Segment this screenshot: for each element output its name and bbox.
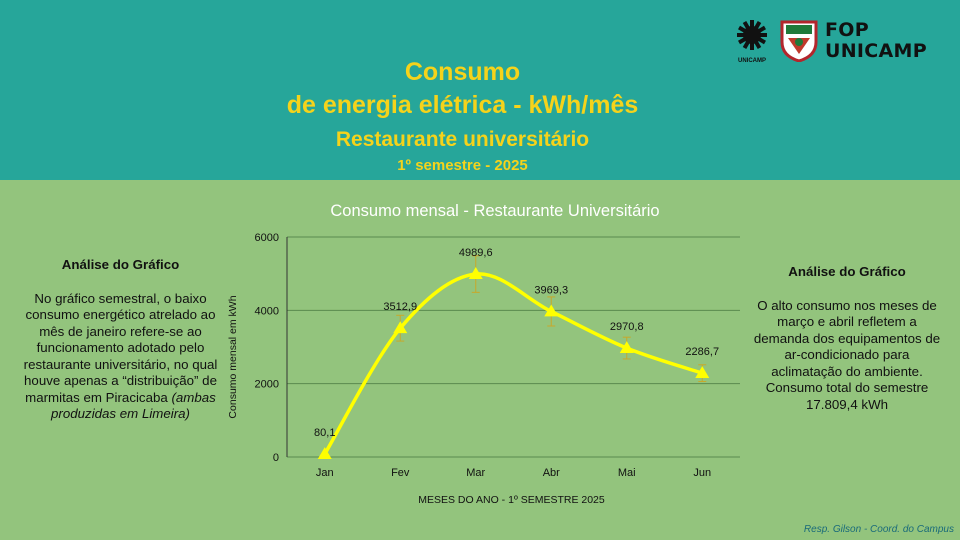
y-tick-label: 0: [273, 452, 279, 464]
x-tick-label: Fev: [391, 467, 410, 479]
chart-series: [317, 255, 710, 459]
left-analysis-note: (ambas produzidas em Limeira): [51, 389, 216, 422]
page-subtitle: Restaurante universitário: [335, 128, 590, 151]
right-analysis-heading: Análise do Gráfico: [788, 264, 906, 279]
left-analysis-body: No gráfico semestral, o baixo consumo en…: [23, 290, 218, 405]
data-label: 80,1: [314, 427, 335, 439]
x-tick-label: Mar: [466, 467, 485, 479]
y-tick-label: 4000: [255, 305, 279, 317]
logo-text-fop: FOP: [825, 19, 869, 41]
data-point: [695, 366, 710, 379]
data-label: 2286,7: [685, 346, 719, 358]
data-label: 3512,9: [383, 301, 417, 313]
x-axis-label: MESES DO ANO - 1º SEMESTRE 2025: [418, 494, 605, 506]
x-tick-label: Mai: [618, 467, 636, 479]
unicamp-logo-text: UNICAMP: [738, 58, 766, 64]
y-tick-label: 6000: [255, 232, 279, 244]
data-point: [317, 447, 332, 459]
data-label: 4989,6: [459, 247, 493, 259]
data-point: [468, 267, 483, 279]
data-point: [619, 341, 634, 353]
right-analysis-body: O alto consumo nos meses de março e abri…: [753, 297, 941, 412]
x-tick-label: Abr: [543, 467, 560, 479]
series-line: [323, 272, 704, 456]
x-tick-label: Jan: [316, 467, 334, 479]
fop-shield-icon: [780, 20, 818, 62]
fop-unicamp-logo: FOP UNICAMP: [825, 20, 927, 62]
data-point: [393, 321, 408, 334]
chart-title: Consumo mensal - Restaurante Universitár…: [330, 202, 659, 220]
data-label: 2970,8: [610, 321, 644, 333]
logo-group: UNICAMP FOP UNICAMP: [730, 18, 945, 68]
left-analysis-text: No gráfico semestral, o baixo consumo en…: [18, 291, 223, 423]
data-point: [544, 304, 559, 317]
chart-grid: [287, 236, 740, 458]
right-analysis-panel: Análise do Gráfico O alto consumo nos me…: [748, 264, 946, 413]
y-tick-label: 2000: [255, 379, 279, 391]
left-analysis-heading: Análise do Gráfico: [61, 257, 180, 272]
logo-text-unicamp: UNICAMP: [825, 40, 927, 62]
left-analysis-panel: Análise do Gráfico No gráfico semestral,…: [18, 257, 223, 423]
x-tick-label: Jun: [693, 467, 711, 479]
data-label: 3969,3: [534, 284, 568, 296]
period-label: 1º semestre - 2025: [397, 157, 528, 174]
footer-credit: Resp. Gilson - Coord. do Campus: [803, 524, 954, 535]
y-axis-label: Consumo mensal em kWh: [227, 295, 239, 418]
unicamp-logo-icon: UNICAMP: [737, 20, 767, 64]
chart-labels: Consumo mensal - Restaurante Universitár…: [227, 202, 719, 506]
page-title: Consumo: [404, 58, 521, 86]
page-title-line2: de energia elétrica - kWh/mês: [286, 91, 639, 119]
